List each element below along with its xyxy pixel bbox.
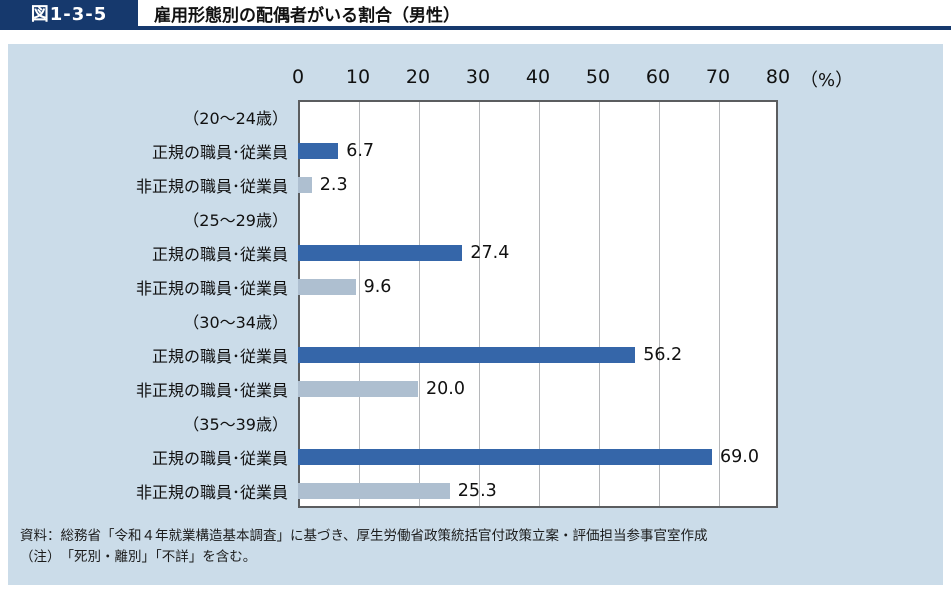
chart-panel: 0 10 20 30 40 50 60 70 80 （%） （20～24歳） 正規の職員･従業員 6…: [8, 44, 943, 585]
age-group-label: （25～29歳）: [183, 211, 288, 230]
age-group-row: （25～29歳）: [8, 202, 943, 236]
x-tick-label: 60: [645, 66, 671, 88]
bar-track: 56.2: [298, 338, 943, 372]
category-label: 正規の職員･従業員: [151, 143, 288, 162]
category-label: 正規の職員･従業員: [151, 245, 288, 264]
bar-regular: [298, 143, 339, 159]
age-group-row: （20～24歳）: [8, 100, 943, 134]
value-label: 9.6: [363, 277, 392, 297]
x-tick-label: 20: [405, 66, 431, 88]
bar-regular: [298, 245, 463, 261]
bar-track: 6.7: [298, 134, 943, 168]
age-group-label: （35～39歳）: [183, 415, 288, 434]
x-tick-label: 40: [525, 66, 551, 88]
bar-row: 非正規の職員･従業員 2.3: [8, 168, 943, 202]
axis-unit-label: （%）: [800, 70, 854, 91]
chart-rows: （20～24歳） 正規の職員･従業員 6.7 非正規の職員･従業員 2.3 （25～29歳…: [8, 100, 943, 508]
category-label: 非正規の職員･従業員: [135, 279, 288, 298]
gridline: [659, 102, 660, 506]
bar-row: 正規の職員･従業員 27.4: [8, 236, 943, 270]
gridline: [719, 102, 720, 506]
bar-track: 20.0: [298, 372, 943, 406]
bar-non_regular: [298, 177, 312, 193]
bar-track: 9.6: [298, 270, 943, 304]
bar-regular: [298, 449, 712, 465]
value-label: 20.0: [426, 379, 465, 399]
x-tick-label: 30: [465, 66, 491, 88]
x-tick-label: 50: [585, 66, 611, 88]
x-tick-label: 0: [291, 66, 305, 88]
gridline: [419, 102, 420, 506]
value-label: 2.3: [319, 175, 348, 195]
category-label: 非正規の職員･従業員: [135, 177, 288, 196]
bar-track: 2.3: [298, 168, 943, 202]
category-label: 正規の職員･従業員: [151, 347, 288, 366]
bar-non_regular: [298, 381, 418, 397]
bar-row: 非正規の職員･従業員 9.6: [8, 270, 943, 304]
value-label: 6.7: [346, 141, 375, 161]
bar-non_regular: [298, 483, 450, 499]
gridline: [359, 102, 360, 506]
bar-track: 25.3: [298, 474, 943, 508]
category-label: 非正規の職員･従業員: [135, 483, 288, 502]
gridline: [479, 102, 480, 506]
age-group-row: （35～39歳）: [8, 406, 943, 440]
gridline: [539, 102, 540, 506]
bar-track: 69.0: [298, 440, 943, 474]
bar-non_regular: [298, 279, 356, 295]
category-label: 非正規の職員･従業員: [135, 381, 288, 400]
bar-row: 正規の職員･従業員 56.2: [8, 338, 943, 372]
plot-area: [298, 100, 778, 508]
gridline: [599, 102, 600, 506]
figure-header: 図1-3-5 雇用形態別の配偶者がいる割合（男性）: [0, 0, 951, 30]
category-label: 正規の職員･従業員: [151, 449, 288, 468]
caveat-note: （注） 「死別・離別」「不詳」を含む。: [20, 549, 257, 565]
age-group-label: （30～34歳）: [183, 313, 288, 332]
age-group-row: （30～34歳）: [8, 304, 943, 338]
bar-row: 正規の職員･従業員 69.0: [8, 440, 943, 474]
x-tick-label: 80: [765, 66, 791, 88]
bar-track: 27.4: [298, 236, 943, 270]
value-label: 27.4: [470, 243, 510, 263]
bar-row: 非正規の職員･従業員 25.3: [8, 474, 943, 508]
bar-row: 非正規の職員･従業員 20.0: [8, 372, 943, 406]
age-group-label: （20～24歳）: [183, 109, 288, 128]
figure-title: 雇用形態別の配偶者がいる割合（男性）: [154, 5, 460, 26]
bar-regular: [298, 347, 636, 363]
value-label: 25.3: [457, 481, 497, 501]
x-tick-label: 10: [345, 66, 371, 88]
figure-number-badge: 図1-3-5: [0, 0, 138, 26]
bar-row: 正規の職員･従業員 6.7: [8, 134, 943, 168]
x-tick-label: 70: [705, 66, 731, 88]
value-label: 69.0: [720, 447, 759, 467]
footer-notes: 資料：総務省「令和４年就業構造基本調査」に基づき、厚生労働省政策統括官付政策立案…: [20, 526, 708, 568]
value-label: 56.2: [643, 345, 683, 365]
source-note: 資料：総務省「令和４年就業構造基本調査」に基づき、厚生労働省政策統括官付政策立案…: [20, 528, 708, 544]
